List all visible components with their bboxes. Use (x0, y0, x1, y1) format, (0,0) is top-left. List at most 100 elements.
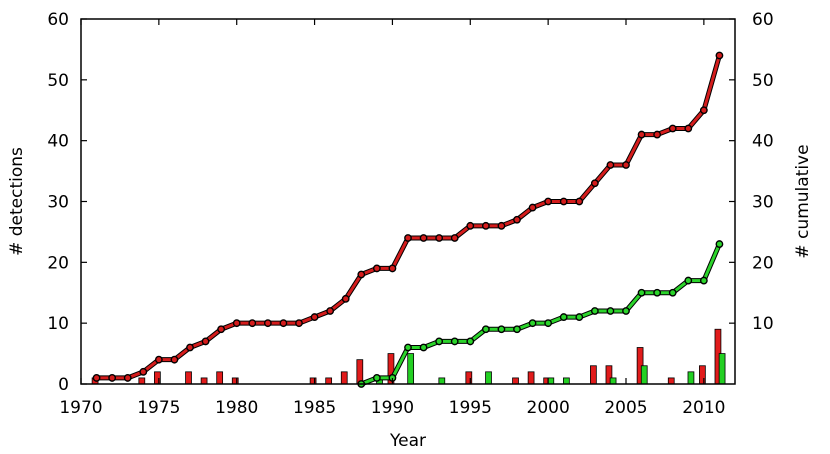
cumulative-point-red (263, 319, 272, 328)
y-tick-label: 40 (47, 132, 69, 152)
cumulative-point-red (279, 319, 288, 328)
detection-bar-green (485, 371, 492, 385)
cumulative-point-red (715, 51, 724, 60)
y-tick-label: 10 (47, 314, 69, 334)
cumulative-point-red (684, 124, 693, 133)
cumulative-point-green (699, 276, 708, 285)
cumulative-point-green (435, 337, 444, 346)
ticks-layer (80, 18, 735, 385)
detection-bar-red (200, 377, 208, 385)
cumulative-point-green (715, 240, 724, 248)
y2-tick-label: 10 (752, 314, 774, 334)
cumulative-point-red (357, 270, 366, 279)
cumulative-point-red (170, 355, 179, 364)
cumulative-point-green (481, 325, 490, 334)
cumulative-point-green (606, 307, 615, 315)
cumulative-point-red (295, 319, 303, 328)
cumulative-line-green (359, 242, 721, 386)
y-tick-label: 50 (47, 71, 69, 91)
x-tick-label: 1985 (293, 398, 336, 418)
x-tick-label: 1980 (215, 398, 258, 418)
detection-bar-red (185, 371, 192, 385)
tick-labels-layer: 1970 1975 1980 1985 1990 1995 2000 2005 20100102… (47, 10, 773, 418)
cumulative-point-red (466, 221, 475, 230)
cumulative-point-red (699, 106, 708, 115)
cumulative-point-red (637, 130, 646, 139)
cumulative-point-green (372, 374, 381, 382)
cumulative-point-red (528, 203, 537, 212)
cumulative-point-red (326, 307, 335, 315)
cumulative-point-red (186, 343, 194, 352)
cumulative-line-red (95, 54, 721, 380)
detection-bar-green (687, 371, 695, 385)
cumulative-point-red (388, 264, 397, 273)
x-tick-label: 1995 (449, 398, 492, 418)
cumulative-point-red (513, 215, 521, 224)
y2-tick-label: 30 (752, 193, 774, 213)
cumulative-point-green (450, 337, 459, 346)
cumulative-point-red (201, 337, 210, 346)
y2-axis-title: # cumulative (793, 144, 813, 258)
cumulative-point-red (481, 221, 490, 230)
cumulative-point-red (217, 325, 226, 334)
cumulative-point-red (372, 264, 381, 273)
detection-bar-green (609, 377, 617, 385)
x-tick-label: 1990 (371, 398, 414, 418)
cumulative-point-red (559, 197, 568, 206)
detection-bar-red (667, 377, 675, 385)
y2-tick-label: 20 (752, 253, 774, 273)
cumulative-point-green (528, 319, 537, 328)
cumulative-point-red (341, 294, 350, 303)
cumulative-point-green (622, 307, 630, 315)
y-tick-label: 20 (47, 253, 69, 273)
y-tick-label: 60 (47, 10, 69, 30)
detection-bar-green (640, 365, 648, 385)
cumulative-point-green (575, 313, 584, 321)
cumulative-point-red (248, 319, 257, 328)
detection-bar-red (527, 371, 535, 385)
detection-bar-green (407, 353, 415, 385)
x-tick-label: 2000 (527, 398, 570, 418)
cumulative-point-green (466, 337, 475, 346)
cumulative-point-red (497, 221, 506, 230)
detection-bar-red (325, 377, 333, 385)
x-tick-label: 1970 (59, 398, 102, 418)
y2-tick-label: 60 (752, 10, 774, 30)
cumulative-point-red (435, 234, 444, 242)
cumulative-point-red (622, 161, 630, 169)
cumulative-point-red (590, 179, 599, 188)
y-tick-label: 30 (47, 193, 69, 213)
cumulative-point-green (559, 313, 568, 321)
cumulative-point-red (606, 161, 615, 169)
cumulative-point-red (123, 374, 132, 382)
cumulative-point-red (139, 367, 148, 376)
cumulative-point-red (154, 355, 163, 364)
detection-bar-green (718, 353, 726, 385)
y2-tick-label: 50 (752, 71, 774, 91)
cumulative-point-green (513, 325, 521, 334)
x-tick-label: 2010 (682, 398, 725, 418)
detection-bar-green (438, 377, 446, 385)
cumulative-point-red (544, 197, 553, 206)
detection-bar-red (512, 377, 519, 385)
detection-bar-red (590, 365, 597, 385)
cumulative-point-red (668, 124, 677, 133)
cumulative-point-red (232, 319, 241, 328)
cumulative-point-green (590, 307, 599, 315)
cumulative-point-red (108, 374, 117, 382)
cumulative-point-red (450, 234, 459, 242)
cumulative-point-green (637, 288, 646, 297)
cumulative-point-green (419, 343, 428, 352)
cumulative-point-red (92, 374, 101, 382)
cumulative-point-red (404, 234, 412, 242)
x-tick-label: 1975 (137, 398, 180, 418)
y-axis-title: # detections (7, 147, 27, 256)
y2-tick-label: 40 (752, 132, 774, 152)
cumulative-point-green (668, 288, 677, 297)
cumulative-point-red (310, 313, 319, 321)
cumulative-point-green (684, 276, 693, 285)
cumulative-point-red (575, 197, 584, 206)
cumulative-line-outline-green (358, 241, 722, 387)
